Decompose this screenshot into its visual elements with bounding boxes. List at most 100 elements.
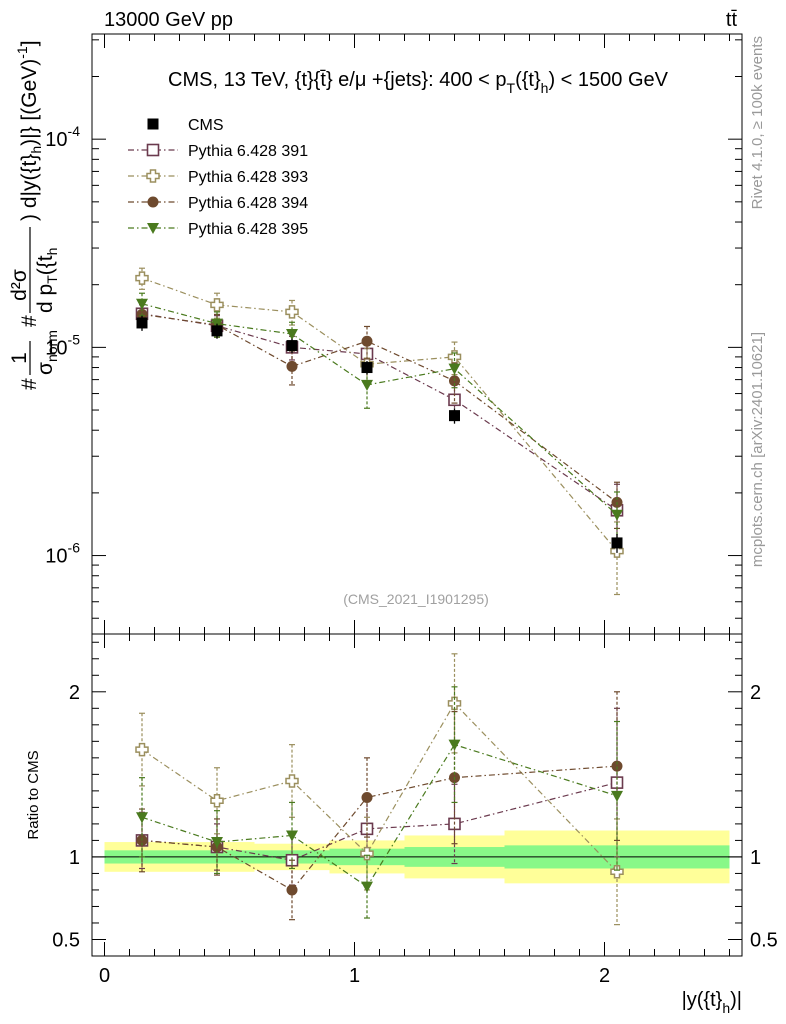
- xlabel-post: )|: [730, 989, 742, 1011]
- main-y-tick-label: 10-5: [45, 331, 80, 359]
- series-4-point: [286, 328, 298, 340]
- main-y-tick-exponent: -4: [68, 123, 81, 139]
- main-y-tick-exponent: -5: [68, 331, 81, 347]
- ylabel-d2sigma: d²σ: [8, 269, 31, 301]
- ylabel-exp: -1: [14, 46, 30, 59]
- legend-label: Pythia 6.428 391: [188, 143, 308, 160]
- title-post: ) < 1500 GeV: [548, 69, 668, 91]
- ratio-y-tick-label-right: 0.5: [750, 929, 778, 951]
- series-4-ratio-point: [211, 837, 223, 849]
- main-series-layer: [135, 267, 624, 596]
- cms-point: [611, 537, 623, 549]
- series-2-point: [210, 298, 224, 312]
- cms-point: [286, 340, 298, 352]
- svg-text:#: #: [18, 378, 41, 390]
- legend-entry: Pythia 6.428 391: [128, 143, 308, 160]
- legend-marker: [147, 118, 159, 130]
- ylabel-norm: norm: [44, 330, 60, 362]
- series-4-ratio-point: [136, 812, 148, 824]
- analysis-label: (CMS_2021_I1901295): [343, 591, 489, 607]
- ylabel-h: h: [44, 248, 60, 256]
- legend-label: Pythia 6.428 395: [188, 221, 308, 238]
- ratio-y-tick-label-right: 1: [750, 847, 761, 869]
- ylabel-hash1: #: [18, 378, 41, 390]
- ylabel-rest: ) d|y({t}: [18, 154, 41, 221]
- main-y-tick-mantissa: 10: [45, 337, 67, 359]
- series-3-ratio-line: [141, 765, 618, 891]
- header-right-tbar: t̄: [731, 9, 737, 31]
- legend-marker: [147, 223, 159, 234]
- x-tick-label: 1: [349, 965, 360, 987]
- series-1-main-line: [141, 313, 618, 511]
- series-4-point: [136, 298, 148, 310]
- ratio-y-tick-label-right: 2: [750, 682, 761, 704]
- legend-label: Pythia 6.428 393: [188, 169, 308, 186]
- ylabel-one: 1: [8, 352, 31, 364]
- title-sub1: T: [507, 80, 516, 96]
- svg-text:d pT({th: d pT({th: [34, 248, 60, 313]
- ylabel-th: ({t: [34, 255, 57, 275]
- plot-title: CMS, 13 TeV, {t}{t̄} e/μ +{jets}: 400 < …: [168, 69, 669, 96]
- main-y-tick-exponent: -6: [68, 540, 81, 556]
- series-3-ratio-point: [361, 791, 373, 803]
- y-axis-label: # 1 σnorm # d²σ d pT({th ) d|y({t}h)|} […: [8, 40, 60, 390]
- legend-entry: CMS: [147, 117, 224, 134]
- header-right: tt̄: [726, 9, 738, 31]
- series-4-point: [361, 379, 373, 391]
- series-4-ratio-point: [448, 739, 461, 751]
- series-4-point: [611, 509, 623, 521]
- series-2-ratio-point: [135, 742, 149, 757]
- title-sub2: h: [541, 80, 549, 96]
- ratio-y-axis-label: Ratio to CMS: [25, 750, 42, 839]
- cms-point: [361, 362, 373, 374]
- rivet-label: Rivet 4.1.0, ≥ 100k events: [749, 36, 766, 209]
- series-3-point: [361, 335, 373, 347]
- ylabel-h2: h: [28, 146, 44, 154]
- xlabel-pre: |y({t}: [682, 989, 723, 1011]
- ratio-frame: [91, 633, 743, 957]
- legend-marker: [146, 143, 160, 157]
- series-4-point: [448, 363, 461, 375]
- legend-marker: [146, 169, 160, 183]
- series-3-ratio-point: [611, 760, 623, 772]
- legend-label: CMS: [188, 117, 224, 134]
- ratio-y-tick-label-left: 1: [69, 847, 80, 869]
- series-4-ratio-point: [611, 790, 623, 802]
- legend-entry: Pythia 6.428 395: [128, 221, 308, 238]
- legend: CMS Pythia 6.428 391 Pythia 6.428 393 Pythi…: [128, 117, 308, 238]
- x-axis-label: |y({t}h)|: [682, 989, 742, 1016]
- mcplots-label: mcplots.cern.ch [arXiv:2401.10621]: [749, 332, 766, 567]
- cms-point: [211, 325, 223, 337]
- main-y-tick-mantissa: 10: [45, 129, 67, 151]
- legend-entry: Pythia 6.428 394: [128, 195, 308, 212]
- ratio-y-tick-label-left: 0.5: [52, 929, 80, 951]
- series-4-ratio-point: [361, 881, 373, 893]
- series-4-ratio-point: [286, 830, 298, 842]
- ylabel-hash2: #: [18, 315, 41, 327]
- title-tbar: t̄: [320, 69, 326, 91]
- legend-label: Pythia 6.428 394: [188, 195, 308, 212]
- series-2-ratio-point: [360, 846, 374, 861]
- svg-text:) d|y({t}h)|} [(GeV)-1]: ) d|y({t}h)|} [(GeV)-1]: [14, 40, 44, 221]
- ylabel-T: T: [44, 275, 60, 284]
- main-y-tick-label: 10-4: [45, 123, 80, 151]
- series-3-ratio-point: [286, 884, 298, 896]
- ratio-series-layer: [135, 653, 624, 926]
- header-left: 13000 GeV pp: [104, 9, 233, 31]
- series-2-ratio-line: [141, 702, 618, 873]
- title-pre: CMS, 13 TeV, {t}{: [168, 69, 321, 91]
- series-2-ratio-point: [210, 794, 224, 808]
- ratio-panel: 0.5 0.5 1 1 2 2 0 1 2: [52, 633, 778, 987]
- legend-entry: Pythia 6.428 393: [128, 169, 308, 186]
- ylabel-rest2: )|} [(GeV): [18, 59, 41, 146]
- ylabel-close: ]: [18, 40, 41, 46]
- series-2-ratio-point: [285, 774, 299, 788]
- ylabel-sigma: σ: [34, 362, 57, 375]
- title-mid: } e/μ +{jets}: 400 < p: [326, 69, 507, 91]
- main-y-tick-label: 10-6: [45, 540, 80, 568]
- series-2-ratio-point: [610, 865, 624, 879]
- legend-marker: [147, 196, 159, 208]
- series-3-main-line: [141, 313, 618, 503]
- cms-point: [136, 317, 148, 329]
